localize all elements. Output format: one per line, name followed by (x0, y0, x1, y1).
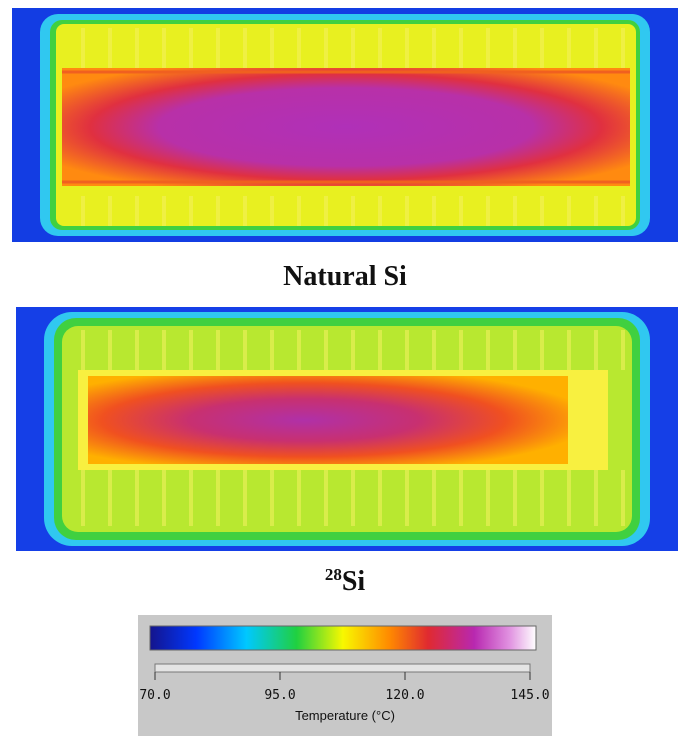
figure: Natural Si 28Si Temperature (°C) 70.0 95.… (0, 0, 690, 736)
colorbar-label: Temperature (°C) (295, 708, 395, 723)
caption: Natural Si (283, 261, 407, 292)
tick-label: 145.0 (510, 688, 549, 703)
tick-label: 70.0 (139, 688, 170, 703)
thermal-image-28si (16, 307, 678, 551)
tick-label: 95.0 (264, 688, 295, 703)
caption: 28Si (325, 565, 366, 597)
caption-mass: 28 (325, 565, 342, 584)
colorbar: Temperature (°C) (138, 615, 552, 736)
tick-label: 120.0 (385, 688, 424, 703)
thermal-image-natural (12, 8, 678, 242)
caption-element: Si (342, 566, 366, 597)
